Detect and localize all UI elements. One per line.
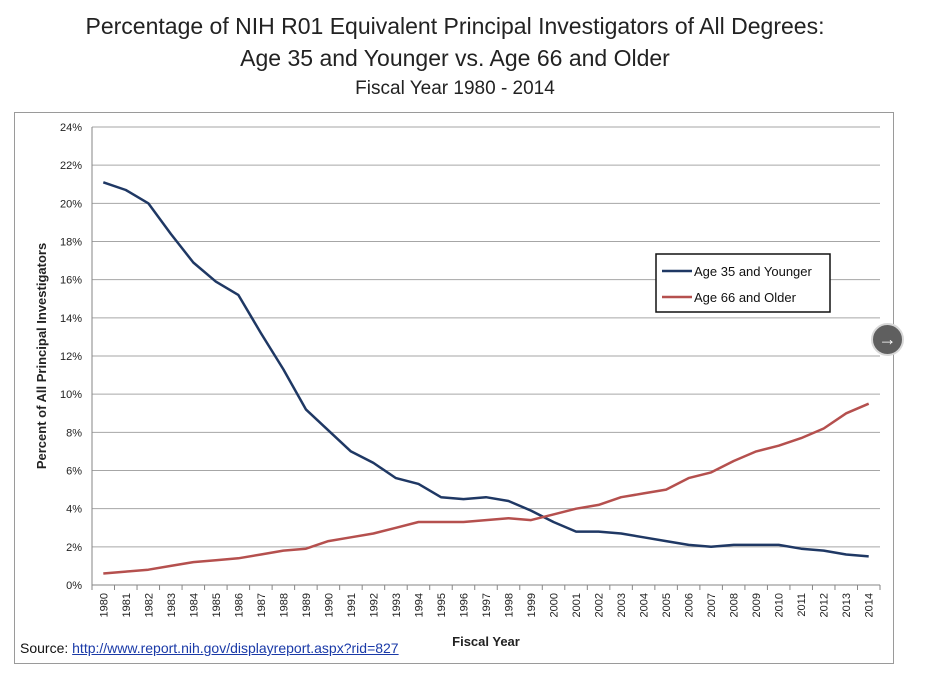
x-tick-label: 1996 xyxy=(458,593,470,617)
x-tick-label: 2014 xyxy=(864,593,876,617)
x-tick-label: 2002 xyxy=(594,593,606,617)
next-arrow-button[interactable]: → xyxy=(871,323,904,356)
x-tick-label: 2008 xyxy=(729,593,741,617)
series-line-age-66-older xyxy=(103,402,870,575)
x-tick-label: 1984 xyxy=(188,593,200,617)
x-tick-label: 1981 xyxy=(121,593,133,617)
y-tick-label: 24% xyxy=(60,122,82,134)
x-tick-label: 1991 xyxy=(346,593,358,617)
x-tick-label: 1989 xyxy=(301,593,313,617)
source-line: Source: http://www.report.nih.gov/displa… xyxy=(20,640,399,656)
x-tick-label: 1997 xyxy=(481,593,493,617)
y-axis-label: Percent of All Principal Investigators xyxy=(34,243,49,469)
x-tick-label: 2011 xyxy=(796,593,808,617)
source-label: Source: xyxy=(20,640,69,656)
x-tick-label: 1988 xyxy=(278,593,290,617)
x-tick-label: 1982 xyxy=(143,593,155,617)
x-tick-label: 1995 xyxy=(436,593,448,617)
legend-label: Age 35 and Younger xyxy=(694,264,813,279)
y-tick-label: 6% xyxy=(66,466,82,478)
y-tick-label: 8% xyxy=(66,427,82,439)
x-tick-label: 2012 xyxy=(819,593,831,617)
legend-label: Age 66 and Older xyxy=(694,290,797,305)
x-tick-label: 2005 xyxy=(661,593,673,617)
y-tick-label: 14% xyxy=(60,313,82,325)
x-tick-label: 2001 xyxy=(571,593,583,617)
source-link[interactable]: http://www.report.nih.gov/displayreport.… xyxy=(72,640,399,656)
x-tick-label: 1987 xyxy=(256,593,268,617)
x-tick-label: 2004 xyxy=(639,593,651,617)
y-tick-label: 10% xyxy=(60,389,82,401)
x-tick-label: 1992 xyxy=(368,593,380,617)
chart-title-line1: Percentage of NIH R01 Equivalent Princip… xyxy=(85,13,825,39)
chart-title-line2: Age 35 and Younger vs. Age 66 and Older xyxy=(240,45,670,71)
x-tick-label: 2007 xyxy=(706,593,718,617)
y-tick-label: 0% xyxy=(66,580,82,592)
x-tick-label: 1983 xyxy=(166,593,178,617)
x-tick-label: 2010 xyxy=(774,593,786,617)
chart-subtitle: Fiscal Year 1980 - 2014 xyxy=(355,78,555,99)
x-tick-label: 1999 xyxy=(526,593,538,617)
x-axis-label: Fiscal Year xyxy=(452,634,520,649)
x-tick-label: 2006 xyxy=(684,593,696,617)
chart-frame xyxy=(14,112,894,664)
y-tick-label: 22% xyxy=(60,160,82,172)
x-tick-label: 1980 xyxy=(98,593,110,617)
y-tick-label: 2% xyxy=(66,542,82,554)
x-tick-label: 2009 xyxy=(751,593,763,617)
x-tick-label: 1990 xyxy=(323,593,335,617)
y-tick-label: 12% xyxy=(60,351,82,363)
x-tick-label: 1998 xyxy=(504,593,516,617)
arrow-right-icon: → xyxy=(878,329,897,349)
x-tick-label: 1993 xyxy=(391,593,403,617)
y-tick-label: 18% xyxy=(60,237,82,249)
chart-titles: Percentage of NIH R01 Equivalent Princip… xyxy=(0,10,910,104)
x-tick-label: 2003 xyxy=(616,593,628,617)
y-tick-label: 16% xyxy=(60,275,82,287)
legend-box xyxy=(655,253,831,313)
series-line-age-35-younger xyxy=(102,181,869,558)
y-tick-label: 4% xyxy=(66,504,82,516)
x-tick-label: 2000 xyxy=(549,593,561,617)
x-tick-label: 2013 xyxy=(841,593,853,617)
x-tick-label: 1985 xyxy=(211,593,223,617)
x-tick-label: 1986 xyxy=(233,593,245,617)
y-tick-label: 20% xyxy=(60,198,82,210)
x-tick-label: 1994 xyxy=(413,593,425,617)
